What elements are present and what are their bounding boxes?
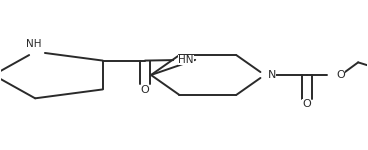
Text: O: O [336,70,345,80]
Text: O: O [302,99,311,110]
Text: HN: HN [178,55,194,64]
Text: N: N [268,70,276,80]
Text: O: O [141,85,149,95]
Text: NH: NH [26,39,41,48]
